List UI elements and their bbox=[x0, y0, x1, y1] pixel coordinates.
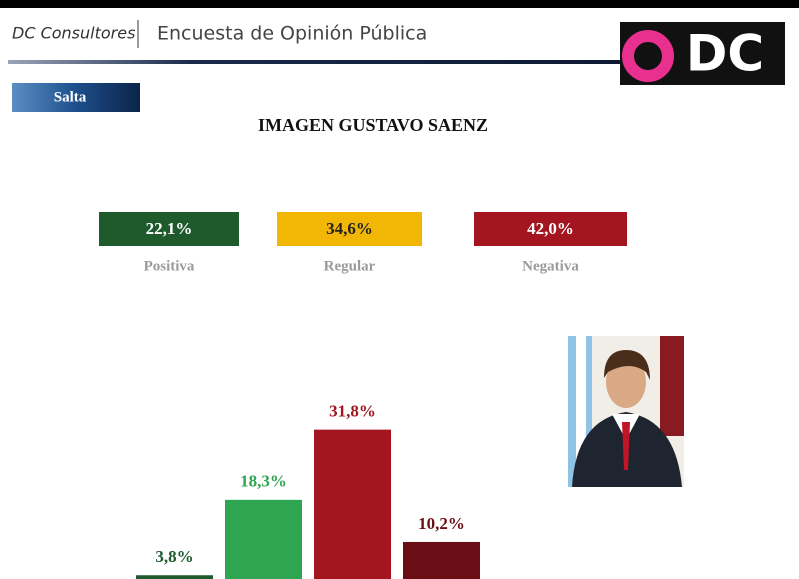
value-label: 18,3% bbox=[240, 472, 287, 491]
region: Salta bbox=[54, 89, 87, 105]
bar bbox=[225, 499, 302, 579]
chart-title: IMAGEN GUSTAVO SAENZ bbox=[258, 115, 488, 135]
brand: DC Consultores bbox=[12, 24, 135, 43]
logo-text: DC bbox=[686, 25, 764, 83]
bar bbox=[314, 429, 391, 579]
logo-circle bbox=[622, 30, 674, 82]
photo bbox=[568, 336, 684, 487]
summary-box bbox=[99, 212, 239, 246]
bar bbox=[136, 575, 213, 579]
summary-box bbox=[277, 212, 422, 246]
summary-label: Regular bbox=[324, 258, 376, 274]
summary-label: Negativa bbox=[522, 258, 579, 274]
summary-label: Positiva bbox=[144, 258, 195, 274]
summary-value: 42,0% bbox=[527, 219, 574, 238]
summary-box bbox=[474, 212, 627, 246]
value-label: 10,2% bbox=[418, 514, 465, 533]
header-rule bbox=[8, 60, 622, 64]
top-bar bbox=[0, 0, 799, 8]
value-label: 31,8% bbox=[329, 402, 376, 421]
header-title: Encuesta de Opinión Pública bbox=[157, 23, 427, 45]
summary-value: 22,1% bbox=[146, 219, 193, 238]
value-label: 3,8% bbox=[155, 547, 193, 566]
bar bbox=[403, 541, 480, 579]
summary-value: 34,6% bbox=[326, 219, 373, 238]
region-box bbox=[12, 83, 140, 112]
